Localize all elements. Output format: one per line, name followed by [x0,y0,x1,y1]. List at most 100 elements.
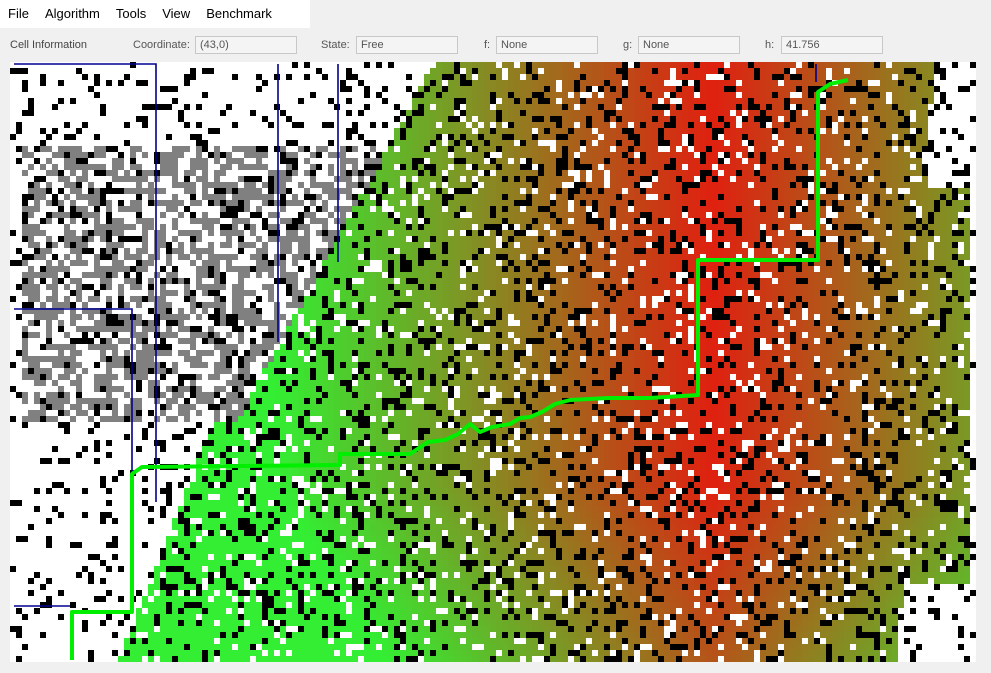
grid-cell [442,98,448,104]
grid-cell [130,146,136,152]
grid-cell [598,254,604,260]
menu-view[interactable]: View [162,6,191,21]
grid-cell [652,62,658,68]
grid-cell [208,152,214,158]
grid-cell [856,182,862,188]
grid-cell [502,170,508,176]
grid-cell [790,134,796,140]
grid-cell [502,218,508,224]
grid-cell [544,308,550,314]
grid-cell [826,128,832,134]
grid-cell [544,320,550,326]
grid-cell [688,158,694,164]
grid-cell [766,266,772,272]
grid-cell [544,146,550,152]
grid-cell [490,296,496,302]
grid-cell [220,314,226,320]
grid-cell [874,134,880,140]
grid-cell [244,206,250,212]
grid-cell [418,242,424,248]
grid-cell [142,248,148,254]
grid-cell [376,200,382,206]
grid-cell [460,74,466,80]
grid-cell [580,86,586,92]
grid-cell [820,176,826,182]
grid-cell [334,194,340,200]
grid-cell [838,260,844,266]
grid-cell [892,200,898,206]
grid-cell [550,248,556,254]
grid-cell [442,110,448,116]
grid-cell [532,92,538,98]
grid-cell [394,218,400,224]
grid-cell [184,80,190,86]
grid-cell [616,278,622,284]
grid-cell [928,68,934,74]
grid-cell [658,170,664,176]
grid-cell [718,266,724,272]
grid-cell [880,170,886,176]
grid-cell [484,62,490,68]
grid-cell [250,224,256,230]
grid-cell [508,152,514,158]
grid-cell [70,158,76,164]
menu-tools[interactable]: Tools [115,6,147,21]
grid-cell [598,236,604,242]
grid-cell [370,218,376,224]
grid-cell [394,254,400,260]
grid-cell [874,242,880,248]
grid-cell [898,254,904,260]
grid-cell [352,158,358,164]
grid-cell [448,110,454,116]
grid-cell [724,320,730,326]
grid-cell [400,188,406,194]
grid-canvas[interactable] [10,62,976,662]
grid-cell [520,218,526,224]
grid-cell [508,254,514,260]
grid-cell [658,116,664,122]
grid-cell [922,182,928,188]
grid-cell [958,290,964,296]
grid-cell [100,146,106,152]
grid-cell [586,284,592,290]
grid-cell [838,200,844,206]
grid-cell [460,170,466,176]
menu-benchmark[interactable]: Benchmark [206,6,272,21]
grid-cell [544,260,550,266]
grid-map[interactable] [10,62,976,662]
grid-cell [580,278,586,284]
grid-cell [796,170,802,176]
grid-cell [82,170,88,176]
grid-cell [88,152,94,158]
grid-cell [808,200,814,206]
grid-cell [472,272,478,278]
grid-cell [694,200,700,206]
grid-cell [316,194,322,200]
menu-algorithm[interactable]: Algorithm [44,6,100,21]
grid-cell [940,290,946,296]
grid-cell [946,146,952,152]
grid-cell [784,266,790,272]
grid-cell [670,86,676,92]
grid-cell [88,230,94,236]
grid-cell [580,152,586,158]
grid-cell [406,278,412,284]
grid-cell [454,68,460,74]
grid-cell [616,176,622,182]
grid-cell [496,134,502,140]
grid-cell [136,272,142,278]
grid-cell [622,116,628,122]
grid-cell [622,170,628,176]
menu-file[interactable]: File [8,6,29,21]
grid-cell [766,92,772,98]
grid-cell [406,314,412,320]
grid-cell [844,92,850,98]
grid-cell [670,320,676,326]
grid-cell [790,122,796,128]
grid-cell [508,200,514,206]
grid-cell [556,224,562,230]
grid-cell [328,98,334,104]
grid-cell [388,278,394,284]
grid-cell [196,272,202,278]
grid-cell [868,260,874,266]
